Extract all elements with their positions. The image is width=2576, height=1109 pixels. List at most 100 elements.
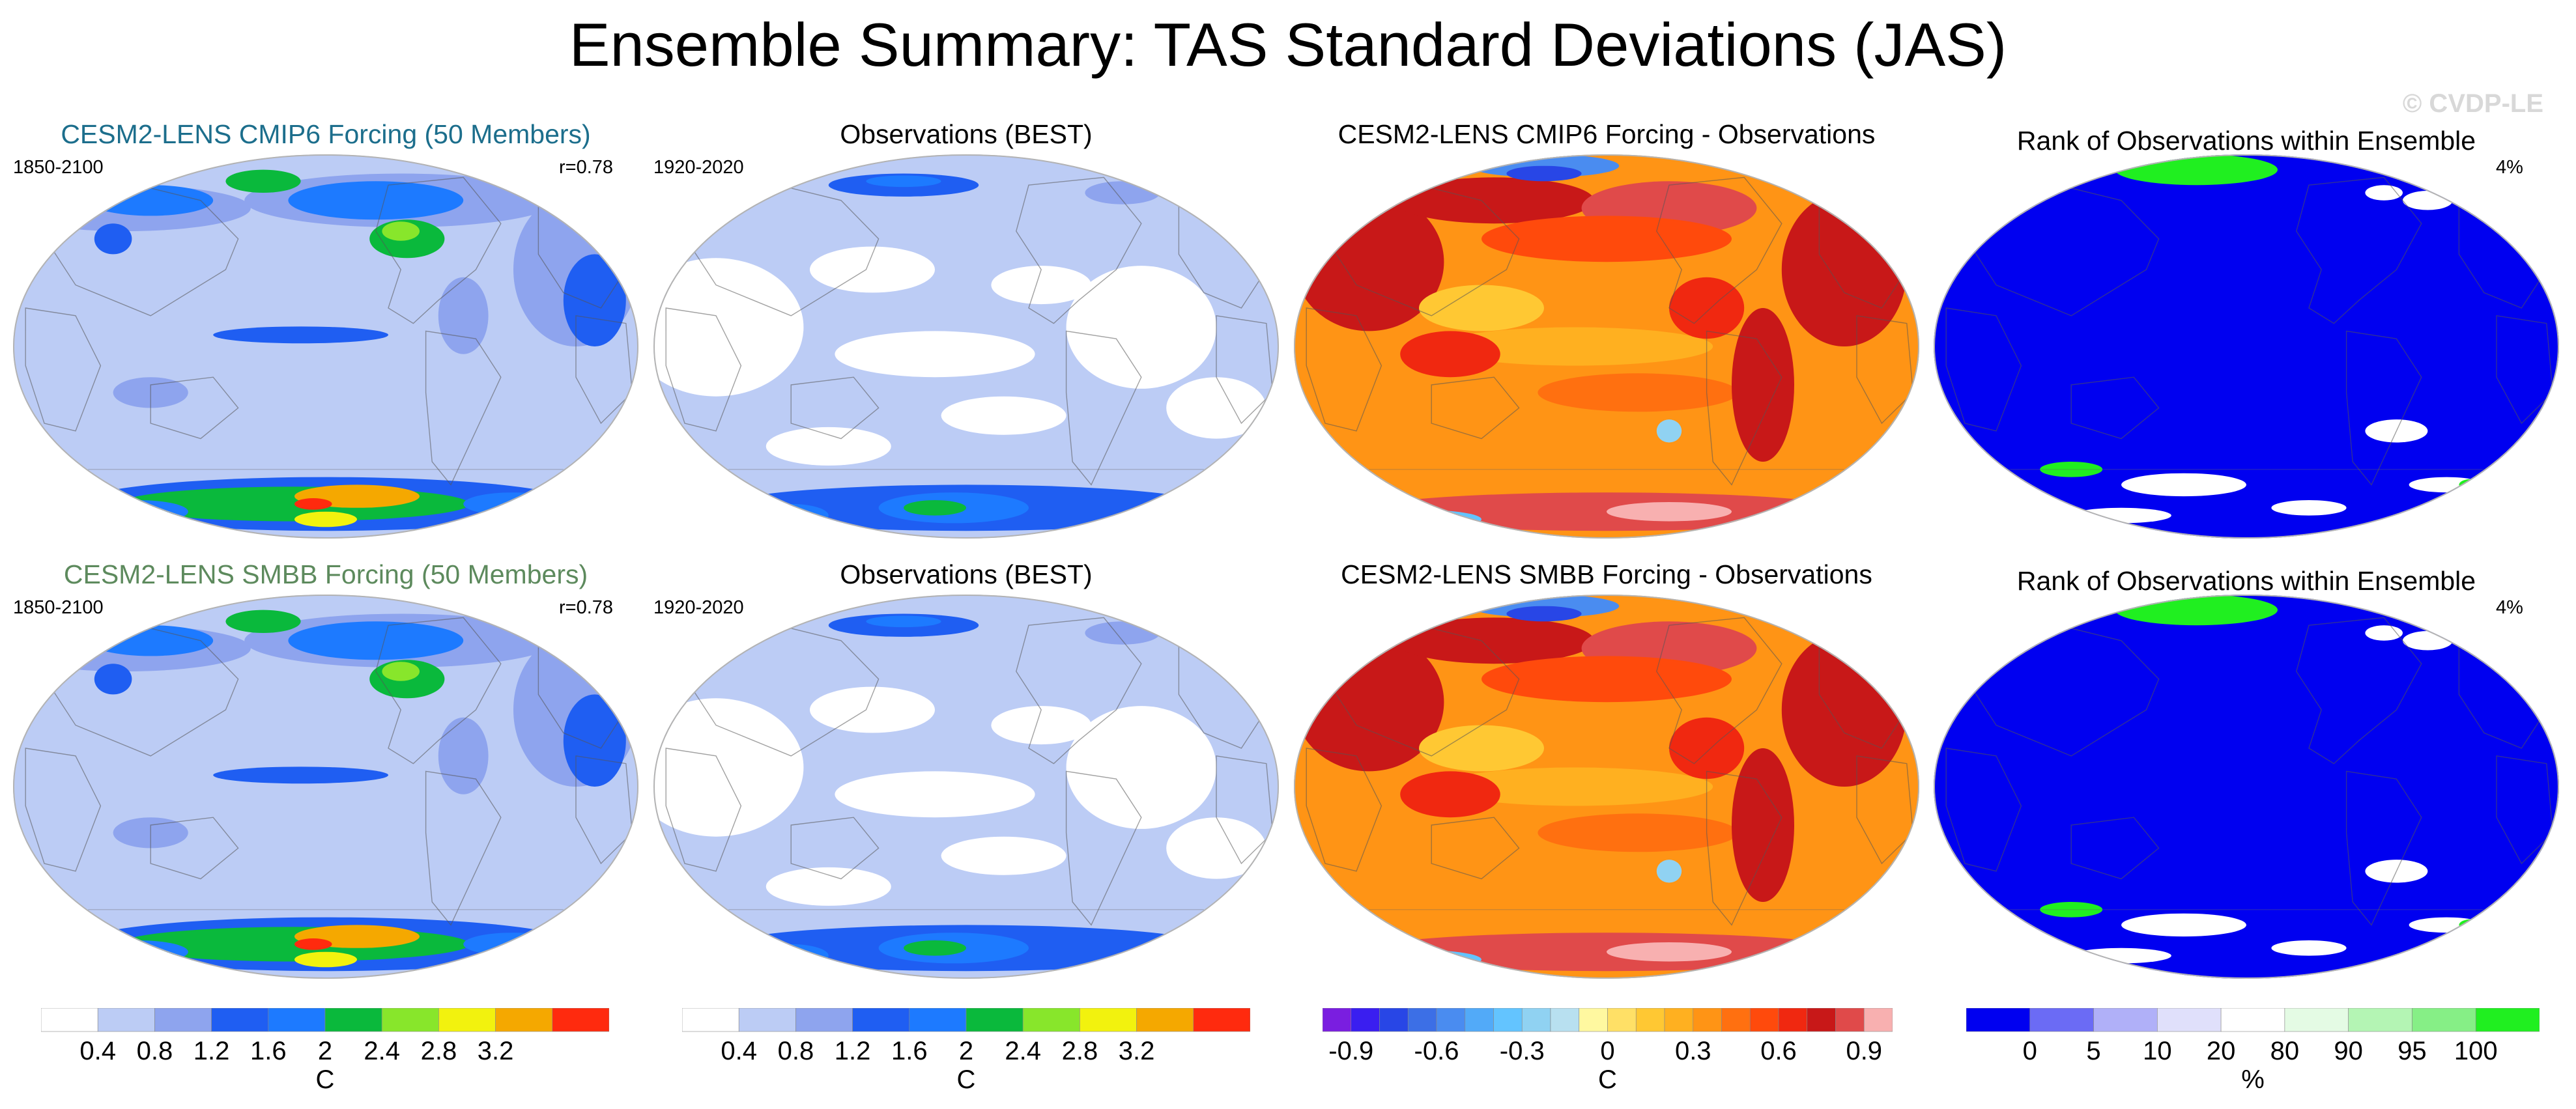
- colorbar-swatch: [1635, 1008, 1665, 1032]
- colorbar-tick-label: 20: [2206, 1037, 2236, 1065]
- colorbar-tick-label: 0.3: [1674, 1037, 1711, 1065]
- colorbar-tick-label: 0: [2022, 1037, 2037, 1065]
- field-patch: [1400, 771, 1500, 818]
- field-patch: [88, 625, 214, 656]
- field-patch: [753, 944, 829, 968]
- field-patch: [88, 940, 188, 964]
- field-patch: [1732, 748, 1794, 902]
- colorbar-swatch: [1521, 1008, 1551, 1032]
- field-patch: [1394, 617, 1594, 664]
- field-patch: [810, 686, 935, 733]
- coastline: [1856, 315, 1914, 425]
- field-patch: [1971, 492, 2022, 508]
- colorbar-swatch: [1664, 1008, 1694, 1032]
- map-diff-row1: [1294, 154, 1919, 539]
- coastline: [25, 748, 102, 872]
- field-patch: [294, 511, 357, 527]
- coastline: [2070, 817, 2160, 880]
- field-patch: [225, 169, 301, 193]
- field-patch: [213, 766, 388, 784]
- row2-obs-title: Observations (BEST): [840, 559, 1093, 589]
- field-patch: [653, 698, 804, 837]
- colorbar-swatch: [2093, 1008, 2158, 1032]
- colorbar-swatch: [2220, 1008, 2285, 1032]
- colorbar-swatch: [1022, 1008, 1080, 1032]
- coastline: [25, 307, 102, 432]
- map-diff-row2: [1294, 595, 1919, 979]
- field-patch: [991, 266, 1091, 305]
- colorbar-tick-label: 2: [317, 1037, 333, 1065]
- coastline: [684, 184, 880, 316]
- coastline: [1945, 307, 2022, 432]
- coastline: [1706, 330, 1782, 486]
- field-patch: [1356, 509, 1481, 529]
- field-patch: [1607, 942, 1732, 962]
- colorbar-tick-label: 2.8: [1061, 1037, 1098, 1065]
- colorbar-swatch: [1863, 1008, 1893, 1032]
- coastline: [1856, 755, 1914, 865]
- colorbar-swatch: [1465, 1008, 1494, 1032]
- field-patch: [2115, 154, 2278, 186]
- cvdp-watermark: © CVDP-LE: [2402, 89, 2543, 118]
- row2-rank-pct: 4%: [2496, 597, 2523, 618]
- row1-rank-title: Rank of Observations within Ensemble: [2016, 126, 2476, 156]
- colorbar-swatch: [682, 1008, 739, 1032]
- colorbar-tick-label: 1.2: [834, 1037, 871, 1065]
- colorbar-swatch: [1493, 1008, 1523, 1032]
- colorbar-swatch: [1550, 1008, 1580, 1032]
- field-patch: [766, 867, 891, 906]
- colorbar-swatch: [495, 1008, 553, 1032]
- colorbar-swatch: [738, 1008, 796, 1032]
- field-patch: [288, 621, 464, 660]
- row1-rank-pct: 4%: [2496, 157, 2523, 178]
- row2-rank-title: Rank of Observations within Ensemble: [2016, 566, 2476, 596]
- coastline: [1216, 315, 1274, 425]
- coastline: [1065, 330, 1142, 486]
- row1-obs-title: Observations (BEST): [840, 119, 1093, 149]
- field-patch: [1437, 767, 1713, 806]
- field-patch: [382, 221, 420, 241]
- colorbar-tick-label: 90: [2334, 1037, 2363, 1065]
- colorbar-swatch: [1607, 1008, 1637, 1032]
- field-patch: [94, 664, 132, 695]
- colorbar-tick-label: 10: [2143, 1037, 2172, 1065]
- colorbar-unit-label: C: [315, 1065, 335, 1094]
- field-patch: [288, 181, 464, 220]
- coastline: [2070, 376, 2160, 440]
- map-model-row2: [13, 595, 638, 979]
- colorbar-tick-label: 1.2: [193, 1037, 230, 1065]
- colorbar-tick-label: 2.8: [420, 1037, 457, 1065]
- map-obs-row2: [653, 595, 1279, 979]
- coastline: [150, 817, 239, 880]
- field-patch: [2040, 462, 2103, 477]
- colorbar-tick-label: 0.4: [721, 1037, 757, 1065]
- field-patch: [1669, 277, 1745, 339]
- field-patch: [904, 940, 966, 956]
- coastline: [1945, 748, 2022, 872]
- colorbar-swatch: [966, 1008, 1023, 1032]
- field-patch: [753, 503, 829, 527]
- field-patch: [88, 500, 188, 524]
- coastline: [1324, 625, 1520, 757]
- colorbar-swatch: [211, 1008, 269, 1032]
- colorbar-tick-label: 0.8: [777, 1037, 814, 1065]
- field-patch: [1506, 165, 1582, 182]
- colorbar-tick-label: 5: [2086, 1037, 2101, 1065]
- field-patch: [2403, 631, 2453, 651]
- colorbar-tick-label: 2.4: [364, 1037, 400, 1065]
- row2-diff-title: CESM2-LENS SMBB Forcing - Observations: [1341, 559, 1872, 589]
- colorbar-swatch: [154, 1008, 212, 1032]
- field-patch: [438, 717, 489, 794]
- colorbar-swatch: [1436, 1008, 1466, 1032]
- field-patch: [1419, 725, 1544, 772]
- coastline: [2496, 755, 2554, 865]
- colorbar-tick-label: 0.4: [79, 1037, 116, 1065]
- field-patch: [1656, 419, 1682, 443]
- coastline: [1065, 770, 1142, 926]
- coastline: [425, 330, 502, 486]
- colorbar-swatch: [2157, 1008, 2222, 1032]
- coastline: [790, 817, 880, 880]
- coastline: [684, 625, 880, 757]
- row1-model-period: 1850-2100: [13, 157, 104, 178]
- field-patch: [1781, 633, 1907, 787]
